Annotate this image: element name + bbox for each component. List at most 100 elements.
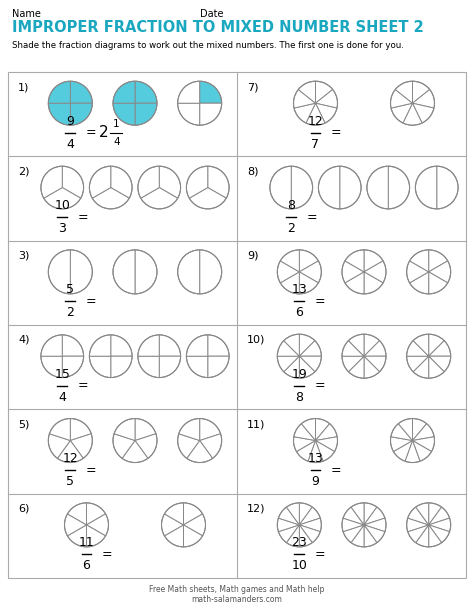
Text: =: = (314, 379, 325, 392)
Wedge shape (300, 261, 321, 283)
Text: 6): 6) (18, 504, 29, 514)
Wedge shape (293, 89, 316, 108)
Wedge shape (300, 250, 319, 272)
Text: =: = (330, 126, 341, 139)
Wedge shape (278, 507, 300, 525)
Text: 19: 19 (292, 368, 307, 381)
Wedge shape (70, 250, 92, 294)
Wedge shape (437, 166, 458, 209)
Wedge shape (70, 81, 92, 103)
Text: =: = (314, 548, 325, 561)
Wedge shape (364, 525, 377, 547)
Text: 3: 3 (58, 222, 66, 235)
Wedge shape (391, 424, 412, 441)
Wedge shape (316, 103, 337, 123)
Wedge shape (200, 250, 222, 294)
Wedge shape (280, 250, 300, 272)
Wedge shape (367, 166, 388, 209)
Wedge shape (407, 341, 428, 356)
Text: Shade the fraction diagrams to work out the mixed numbers. The first one is done: Shade the fraction diagrams to work out … (12, 40, 404, 50)
Text: =: = (306, 210, 317, 224)
Wedge shape (178, 103, 200, 125)
Wedge shape (41, 335, 62, 356)
Text: =: = (330, 463, 341, 476)
Wedge shape (306, 103, 325, 125)
Wedge shape (343, 507, 364, 525)
Wedge shape (300, 525, 312, 547)
Text: 23: 23 (292, 536, 307, 549)
Wedge shape (44, 188, 81, 209)
Text: 10: 10 (55, 199, 70, 212)
Wedge shape (135, 81, 157, 103)
Wedge shape (159, 356, 181, 378)
Wedge shape (340, 166, 361, 209)
Wedge shape (364, 525, 385, 543)
Wedge shape (388, 166, 410, 209)
Wedge shape (391, 436, 412, 452)
Wedge shape (412, 81, 430, 103)
Wedge shape (113, 250, 135, 294)
Wedge shape (319, 166, 340, 209)
Wedge shape (391, 89, 412, 108)
Text: =: = (85, 126, 96, 139)
Wedge shape (113, 434, 135, 459)
Text: 5): 5) (18, 419, 29, 429)
Wedge shape (90, 356, 111, 378)
Wedge shape (308, 441, 323, 463)
Wedge shape (48, 250, 70, 294)
Wedge shape (208, 335, 229, 356)
Wedge shape (410, 272, 428, 294)
Wedge shape (428, 503, 442, 525)
Wedge shape (412, 441, 431, 461)
Wedge shape (342, 341, 364, 356)
Text: 6: 6 (295, 306, 303, 319)
Wedge shape (345, 272, 364, 294)
Text: Date: Date (200, 9, 224, 19)
Wedge shape (122, 441, 148, 463)
Wedge shape (300, 334, 315, 356)
Text: 7: 7 (311, 138, 319, 151)
Text: 2): 2) (18, 166, 29, 177)
Bar (8, 72, 466, 578)
Wedge shape (293, 436, 316, 452)
Wedge shape (428, 356, 451, 371)
Wedge shape (408, 525, 428, 543)
Wedge shape (62, 166, 83, 198)
Wedge shape (408, 507, 428, 525)
Text: 4: 4 (58, 390, 66, 404)
Wedge shape (416, 525, 428, 547)
Wedge shape (186, 166, 208, 198)
Text: 13: 13 (292, 283, 307, 297)
Wedge shape (70, 419, 91, 441)
Wedge shape (364, 261, 386, 283)
Text: 10): 10) (247, 335, 265, 345)
Wedge shape (316, 89, 337, 108)
Wedge shape (277, 261, 300, 283)
Wedge shape (364, 341, 386, 356)
Wedge shape (92, 188, 129, 209)
Text: 8: 8 (295, 390, 303, 404)
Wedge shape (428, 518, 451, 531)
Text: 1: 1 (113, 119, 119, 129)
Text: 1): 1) (18, 82, 29, 92)
Text: 11): 11) (247, 419, 265, 429)
Wedge shape (186, 335, 208, 356)
Text: 6: 6 (82, 560, 91, 573)
Wedge shape (428, 272, 448, 294)
Wedge shape (300, 503, 312, 525)
Wedge shape (316, 436, 337, 452)
Wedge shape (364, 272, 383, 294)
Wedge shape (277, 518, 300, 531)
Wedge shape (351, 503, 364, 525)
Wedge shape (270, 166, 291, 209)
Wedge shape (415, 166, 437, 209)
Wedge shape (412, 424, 434, 441)
Wedge shape (183, 503, 202, 525)
Wedge shape (286, 525, 300, 547)
Wedge shape (351, 525, 364, 547)
Wedge shape (208, 356, 229, 378)
Wedge shape (301, 419, 316, 441)
Wedge shape (364, 250, 383, 272)
Wedge shape (364, 507, 385, 525)
Wedge shape (164, 525, 183, 547)
